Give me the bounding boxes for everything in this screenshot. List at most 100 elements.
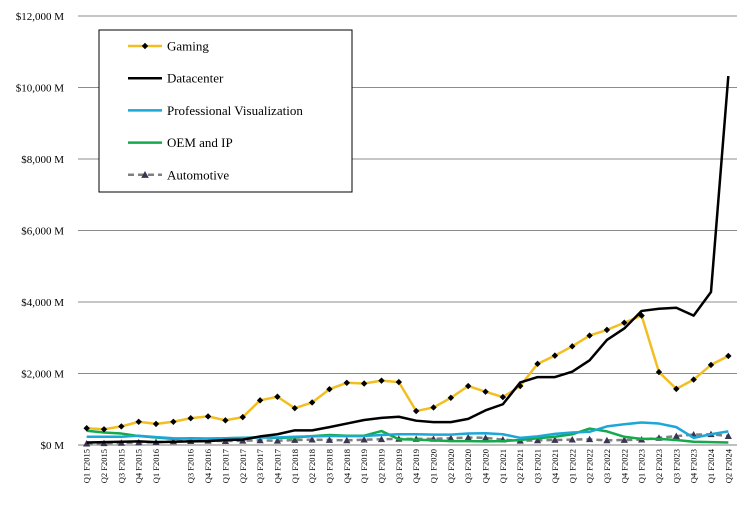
y-axis-tick-labels: $0 M $2,000 M $4,000 M $6,000 M $8,000 M $10,… — [16, 11, 65, 452]
x-tick-label: Q3 F2021 — [533, 449, 543, 483]
x-tick-label: Q3 F2022 — [602, 449, 612, 483]
series-line-professional-visualization — [86, 421, 729, 440]
data-point — [291, 404, 298, 412]
data-point — [343, 379, 351, 386]
x-tick-label: Q2 F2017 — [238, 449, 248, 483]
data-point — [464, 382, 472, 390]
x-tick-label: Q1 F2020 — [429, 449, 439, 483]
data-point — [273, 437, 282, 444]
data-point — [569, 343, 576, 350]
data-point — [655, 368, 663, 376]
series-datacenter — [86, 75, 730, 444]
data-point — [118, 423, 125, 430]
data-point — [725, 352, 732, 360]
x-tick-label: Q4 F2020 — [481, 449, 491, 483]
data-point — [568, 436, 576, 443]
data-point — [447, 394, 455, 402]
x-tick-label: Q1 F2022 — [567, 449, 577, 483]
x-tick-label: Q3 F2015 — [116, 449, 126, 483]
data-point — [239, 413, 246, 421]
data-point — [308, 399, 316, 406]
data-point — [152, 420, 160, 428]
data-point — [343, 436, 351, 444]
x-tick-label: Q2 F2019 — [376, 449, 386, 483]
data-point — [447, 434, 455, 442]
y-tick-label: $12,000 M — [16, 11, 65, 23]
data-point — [707, 361, 715, 369]
x-tick-label: Q1 F2019 — [359, 449, 369, 483]
data-point — [377, 435, 386, 443]
data-point — [170, 418, 177, 425]
data-point — [585, 435, 594, 443]
data-point — [586, 332, 593, 339]
x-tick-label: Q1 F2021 — [498, 449, 508, 483]
data-point — [187, 414, 194, 422]
data-point — [534, 360, 541, 368]
data-point — [481, 434, 490, 441]
x-tick-label: Q1 F2018 — [290, 449, 300, 483]
data-point — [551, 352, 559, 359]
x-tick-label: Q4 F2022 — [619, 449, 629, 483]
x-tick-label: Q2 F2022 — [585, 449, 595, 483]
x-tick-label: Q3 F2020 — [463, 449, 473, 483]
x-tick-label: Q4 F2018 — [342, 449, 352, 483]
data-point — [100, 426, 108, 433]
data-point — [621, 319, 628, 326]
data-point — [326, 386, 333, 393]
data-point — [83, 424, 90, 432]
data-point — [135, 418, 142, 425]
x-tick-label: Q4 F2017 — [272, 449, 282, 483]
data-point — [83, 439, 91, 447]
legend-item-datacenter: Datacenter — [128, 71, 224, 86]
legend-label: OEM and IP — [167, 135, 233, 150]
data-point — [204, 413, 212, 420]
x-tick-label: Q4 F2023 — [689, 449, 699, 483]
series-gaming — [83, 312, 732, 433]
x-tick-label: Q3 F2017 — [255, 449, 265, 483]
data-point — [291, 436, 299, 443]
series-professional-visualization — [86, 421, 729, 440]
x-tick-label: Q1 F2023 — [637, 449, 647, 483]
data-point — [672, 432, 680, 439]
series-lines — [83, 75, 732, 447]
series-line-datacenter — [86, 75, 730, 444]
y-tick-label: $4,000 M — [21, 297, 64, 309]
x-tick-label: Q4 F2021 — [550, 449, 560, 483]
data-point — [603, 436, 611, 444]
legend-item-oem-and-ip: OEM and IP — [128, 135, 233, 150]
x-tick-label: Q1 F2024 — [706, 448, 716, 483]
x-tick-label: Q2 F2018 — [307, 449, 317, 483]
x-tick-label: Q3 F2018 — [324, 449, 334, 483]
data-point — [690, 376, 697, 383]
legend-marker — [141, 42, 149, 50]
data-point — [482, 388, 489, 395]
data-point — [517, 382, 524, 390]
x-tick-label: Q2 F2023 — [654, 449, 664, 483]
data-point — [673, 385, 680, 393]
data-point — [360, 380, 368, 387]
legend-label: Datacenter — [167, 71, 224, 86]
x-tick-label: Q2 F2021 — [515, 449, 525, 483]
x-tick-label: Q1 F2017 — [220, 449, 230, 483]
legend-label: Professional Visualization — [167, 103, 303, 118]
data-point — [222, 417, 229, 424]
y-tick-label: $0 M — [40, 440, 64, 452]
data-point — [325, 436, 334, 443]
data-point — [533, 436, 542, 444]
legend-label: Gaming — [167, 39, 209, 54]
legend-item-professional-visualization: Professional Visualization — [128, 103, 303, 118]
data-point — [464, 433, 472, 441]
y-tick-label: $2,000 M — [21, 369, 64, 381]
y-tick-label: $8,000 M — [21, 154, 64, 166]
legend-marker — [141, 171, 149, 178]
x-tick-label: Q1 F2015 — [82, 449, 92, 483]
x-tick-label: Q3 F2023 — [671, 449, 681, 483]
data-point — [620, 436, 628, 443]
data-point — [603, 326, 611, 334]
data-point — [256, 397, 264, 404]
y-tick-label: $10,000 M — [16, 83, 65, 95]
data-point — [360, 436, 368, 443]
x-tick-label: Q2 F2020 — [446, 449, 456, 483]
legend-label: Automotive — [167, 167, 229, 182]
